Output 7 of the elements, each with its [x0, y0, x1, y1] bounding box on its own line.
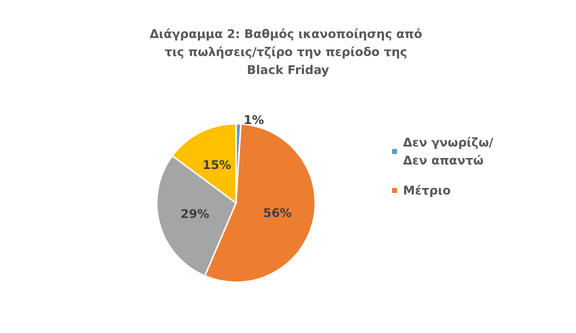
data-label: 29% [180, 207, 210, 222]
data-label: 15% [202, 158, 232, 172]
legend-label: Μέτριο [403, 184, 451, 198]
chart-title: Διάγραμμα 2: Βαθμός ικανοποίησης από τις πωλήσεις/τζίρο την περίοδο της Black Friday [150, 27, 426, 77]
data-label: 56% [263, 206, 292, 220]
data-label: 1% [244, 112, 264, 127]
legend-label: Δεν γνωρίζω/Δεν απαντώ [403, 136, 494, 168]
